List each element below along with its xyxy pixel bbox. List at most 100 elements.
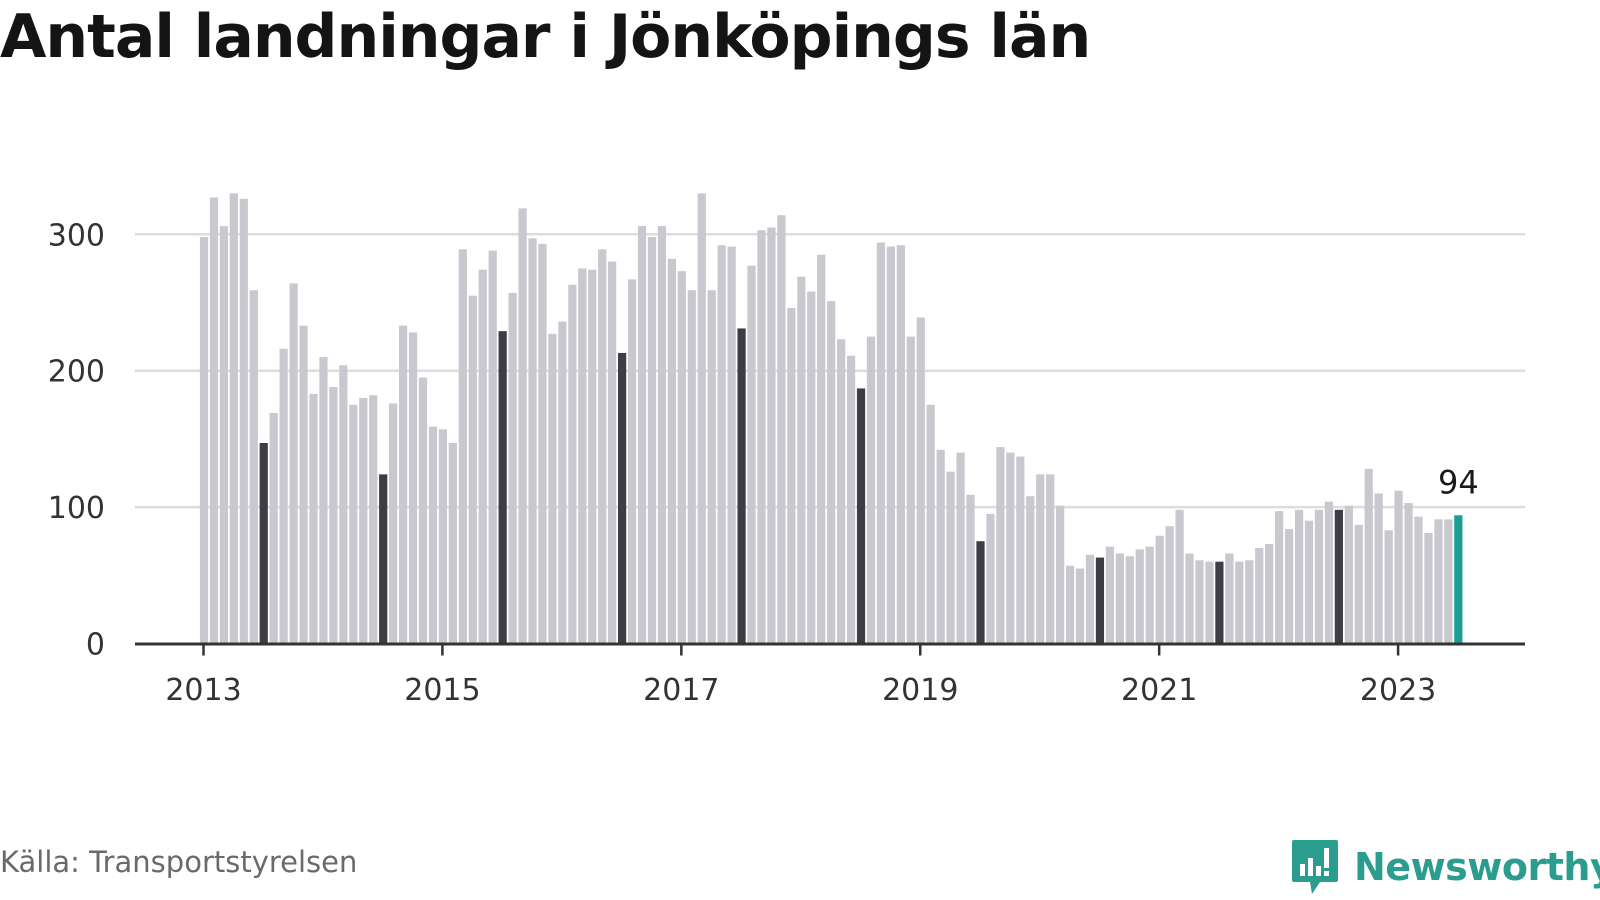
- bar-2021-07: [1215, 561, 1224, 644]
- bar-2014-05: [359, 397, 368, 644]
- y-tick-label: 200: [48, 355, 105, 390]
- bar-2015-05: [478, 269, 487, 644]
- bar-2022-11: [1374, 493, 1383, 644]
- bar-2017-10: [767, 227, 776, 644]
- bar-2018-09: [876, 242, 886, 644]
- bar-2018-10: [886, 246, 895, 644]
- bar-2016-01: [558, 321, 567, 644]
- bar-2023-04: [1424, 533, 1433, 644]
- bar-2015-12: [548, 333, 557, 644]
- bar-2016-10: [647, 237, 657, 644]
- bar-2013-02: [209, 197, 219, 644]
- bar-2023-02: [1404, 503, 1413, 644]
- bar-2021-10: [1245, 560, 1254, 644]
- bar-2013-12: [309, 393, 318, 644]
- bar-2013-09: [279, 348, 288, 644]
- bar-2021-08: [1225, 553, 1234, 644]
- bar-2020-08: [1105, 546, 1115, 644]
- bar-2017-07: [737, 328, 746, 644]
- bar-2015-04: [468, 295, 477, 644]
- bar-2017-03: [697, 193, 706, 644]
- bar-2020-10: [1125, 556, 1134, 644]
- bar-2019-11: [1016, 456, 1025, 644]
- bar-2015-08: [508, 292, 517, 644]
- bar-2021-05: [1195, 560, 1204, 644]
- bar-2016-12: [667, 258, 676, 644]
- bar-2017-08: [747, 265, 756, 644]
- bar-2013-06: [249, 290, 258, 644]
- bar-2022-01: [1275, 511, 1284, 644]
- bar-2017-06: [727, 246, 736, 644]
- bar-2023-06: [1444, 519, 1453, 644]
- brand-name: Newsworthy: [1354, 845, 1600, 889]
- bar-2017-09: [757, 230, 766, 644]
- bar-2022-10: [1364, 468, 1373, 644]
- bar-2013-07: [259, 442, 268, 644]
- bar-2022-12: [1384, 530, 1393, 644]
- bar-2019-01: [916, 317, 925, 644]
- bar-2014-09: [399, 325, 408, 644]
- bar-2021-11: [1255, 548, 1264, 644]
- bar-2023-01: [1394, 490, 1403, 644]
- bar-2020-02: [1046, 474, 1055, 644]
- bar-2020-05: [1075, 568, 1085, 644]
- bar-2019-12: [1026, 496, 1035, 644]
- bar-2018-07: [856, 388, 866, 644]
- bar-2019-03: [936, 449, 945, 644]
- bar-2020-11: [1135, 549, 1144, 644]
- bar-2017-01: [677, 271, 686, 644]
- bar-2021-04: [1185, 553, 1194, 644]
- brand-logo: Newsworthy: [1290, 838, 1600, 896]
- bar-2019-10: [1006, 452, 1015, 644]
- bar-2022-05: [1314, 509, 1324, 644]
- bar-2016-04: [588, 269, 597, 644]
- bar-2015-01: [438, 429, 448, 644]
- x-tick-label: 2021: [1121, 673, 1197, 708]
- bar-2013-11: [299, 325, 308, 644]
- bar-2021-06: [1205, 561, 1214, 644]
- bar-2014-07: [379, 474, 388, 644]
- bar-2013-03: [219, 226, 229, 644]
- bar-2016-02: [568, 284, 577, 644]
- bar-2014-02: [329, 387, 338, 644]
- bar-2021-12: [1265, 543, 1274, 644]
- bar-2022-02: [1284, 528, 1294, 644]
- bar-2015-06: [488, 250, 497, 644]
- bar-2014-10: [408, 332, 418, 644]
- bar-2014-03: [339, 365, 348, 644]
- bar-2013-01: [199, 237, 209, 644]
- bar-2019-07: [976, 541, 985, 644]
- bar-2018-03: [817, 254, 826, 644]
- bar-2016-11: [657, 226, 667, 644]
- bar-2022-06: [1324, 501, 1334, 644]
- bar-2018-08: [866, 336, 876, 644]
- x-tick-label: 2015: [404, 673, 480, 708]
- bar-2018-06: [846, 355, 856, 644]
- bar-2018-05: [837, 339, 846, 644]
- bar-2014-11: [418, 377, 428, 644]
- bar-2014-06: [369, 395, 378, 644]
- bar-2014-04: [349, 404, 358, 644]
- y-tick-label: 300: [48, 218, 105, 253]
- bar-2015-09: [518, 208, 527, 644]
- bar-2018-11: [896, 245, 905, 644]
- bars: [199, 193, 1463, 644]
- bar-2018-12: [906, 336, 915, 644]
- bar-2022-09: [1354, 524, 1363, 644]
- bar-2021-01: [1155, 535, 1164, 644]
- bar-2020-09: [1115, 553, 1124, 644]
- bar-2020-12: [1145, 546, 1154, 644]
- bar-2018-01: [797, 276, 806, 644]
- bar-2019-05: [956, 452, 965, 644]
- bar-2019-08: [986, 513, 995, 644]
- x-tick-label: 2013: [165, 673, 241, 708]
- bar-2019-04: [946, 471, 955, 644]
- bar-2015-07: [498, 331, 507, 644]
- bar-2019-09: [996, 447, 1005, 644]
- x-axis-ticks: 2013 2015 2017 2019 2021 2023: [165, 643, 1436, 708]
- bar-2013-08: [269, 412, 278, 644]
- bar-2015-02: [448, 442, 457, 644]
- bar-2023-07: [1454, 515, 1463, 644]
- bar-2022-04: [1304, 520, 1314, 644]
- latest-value-label: 94: [1438, 463, 1479, 501]
